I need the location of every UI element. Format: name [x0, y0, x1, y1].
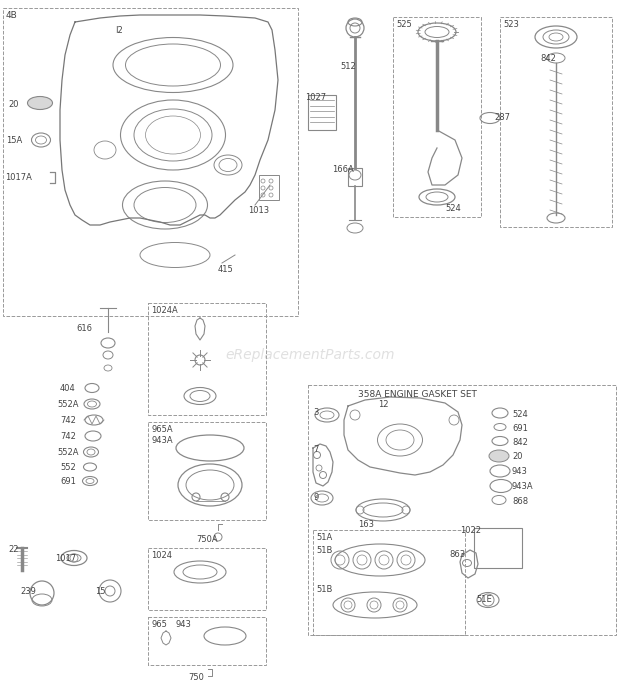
- Text: 1024: 1024: [151, 551, 172, 560]
- Text: 15: 15: [95, 587, 105, 596]
- Text: 51A: 51A: [316, 533, 332, 542]
- Text: 943A: 943A: [151, 436, 172, 445]
- Bar: [148, 617, 266, 665]
- Text: 1013: 1013: [248, 206, 269, 215]
- Text: eReplacementParts.com: eReplacementParts.com: [225, 348, 395, 362]
- Bar: [474, 528, 522, 568]
- Ellipse shape: [27, 96, 53, 109]
- Text: 51B: 51B: [316, 546, 332, 555]
- Bar: [259, 175, 279, 200]
- Text: 750: 750: [188, 673, 204, 682]
- Text: 552A: 552A: [57, 448, 79, 457]
- Text: 523: 523: [503, 20, 519, 29]
- Text: 51B: 51B: [316, 585, 332, 594]
- Text: 1024A: 1024A: [151, 306, 178, 315]
- Text: 842: 842: [540, 54, 556, 63]
- Text: 163: 163: [358, 520, 374, 529]
- Text: 415: 415: [218, 265, 234, 274]
- Text: 287: 287: [494, 113, 510, 122]
- Text: 965A: 965A: [151, 425, 172, 434]
- Ellipse shape: [489, 450, 509, 462]
- Text: 22: 22: [8, 545, 19, 554]
- Text: 20: 20: [8, 100, 19, 109]
- Text: 943A: 943A: [512, 482, 534, 491]
- Text: 525: 525: [396, 20, 412, 29]
- Text: 965: 965: [151, 620, 167, 629]
- Text: 616: 616: [76, 324, 92, 333]
- Text: 15A: 15A: [6, 136, 22, 145]
- Text: 842: 842: [512, 438, 528, 447]
- Text: 552A: 552A: [57, 400, 79, 409]
- Text: 1017: 1017: [55, 554, 76, 563]
- Text: 1022: 1022: [460, 526, 481, 535]
- Text: 742: 742: [60, 432, 76, 441]
- Text: 404: 404: [60, 384, 76, 393]
- Bar: [500, 17, 612, 227]
- Text: 512: 512: [340, 62, 356, 71]
- Text: 1017A: 1017A: [5, 173, 32, 182]
- Text: 1027: 1027: [305, 93, 326, 102]
- Bar: [313, 530, 465, 635]
- Text: 750A: 750A: [196, 535, 218, 544]
- Text: 524: 524: [445, 204, 461, 213]
- Bar: [308, 95, 336, 130]
- Text: 20: 20: [512, 452, 523, 461]
- Text: 868: 868: [512, 497, 528, 506]
- Text: 524: 524: [512, 410, 528, 419]
- Text: 691: 691: [512, 424, 528, 433]
- Text: 863: 863: [449, 550, 465, 559]
- Bar: [393, 17, 481, 217]
- Text: I2: I2: [115, 26, 123, 35]
- Text: 12: 12: [378, 400, 389, 409]
- Text: 7: 7: [313, 445, 319, 454]
- Bar: [148, 303, 266, 415]
- Bar: [148, 422, 266, 520]
- Text: 943: 943: [512, 467, 528, 476]
- Bar: [348, 168, 362, 186]
- Bar: [3, 8, 298, 316]
- Text: 166A: 166A: [332, 165, 354, 174]
- Text: 742: 742: [60, 416, 76, 425]
- Text: 239: 239: [20, 587, 36, 596]
- Text: 552: 552: [60, 463, 76, 472]
- Text: 358A ENGINE GASKET SET: 358A ENGINE GASKET SET: [358, 390, 477, 399]
- Text: 691: 691: [60, 477, 76, 486]
- Bar: [148, 548, 266, 610]
- Text: 4B: 4B: [6, 11, 18, 20]
- Bar: [308, 385, 616, 635]
- Text: 51E: 51E: [476, 595, 492, 604]
- Text: 9: 9: [313, 493, 318, 502]
- Text: 943: 943: [176, 620, 192, 629]
- Text: 3: 3: [313, 408, 319, 417]
